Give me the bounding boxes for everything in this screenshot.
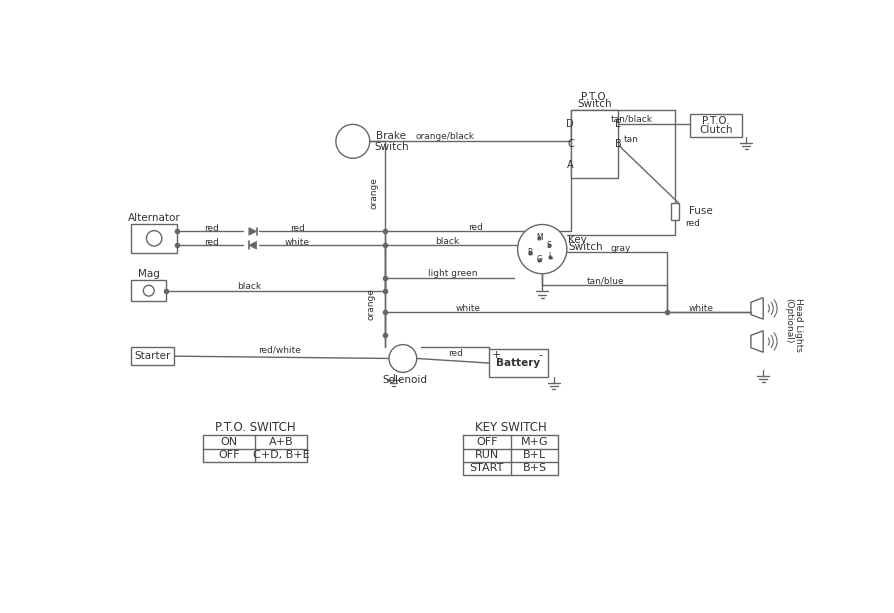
Text: RUN: RUN xyxy=(474,450,498,460)
Text: A+B: A+B xyxy=(268,437,293,447)
Bar xyxy=(131,224,177,253)
Bar xyxy=(689,113,742,137)
Text: Switch: Switch xyxy=(568,242,603,252)
Text: D: D xyxy=(566,118,573,129)
Text: light green: light green xyxy=(427,269,477,278)
Text: Switch: Switch xyxy=(577,99,611,109)
Text: red: red xyxy=(468,223,483,232)
Text: orange/black: orange/black xyxy=(415,132,474,141)
Circle shape xyxy=(143,285,154,296)
Text: tan/black: tan/black xyxy=(610,115,652,123)
Bar xyxy=(670,203,678,220)
Text: Battery: Battery xyxy=(496,358,540,368)
Text: A: A xyxy=(567,160,573,170)
Text: B+L: B+L xyxy=(522,450,545,460)
Text: red: red xyxy=(290,224,305,233)
Text: gray: gray xyxy=(610,244,630,253)
Text: Starter: Starter xyxy=(134,351,171,361)
Text: OFF: OFF xyxy=(218,450,240,460)
Text: orange: orange xyxy=(367,289,375,321)
Text: tan: tan xyxy=(623,135,638,144)
Text: Fuse: Fuse xyxy=(688,207,713,216)
Bar xyxy=(131,280,166,302)
Circle shape xyxy=(517,224,566,274)
Text: P.T.O.: P.T.O. xyxy=(702,116,730,126)
Text: red: red xyxy=(447,349,462,357)
Text: B: B xyxy=(615,139,621,150)
Text: E: E xyxy=(615,118,620,129)
Text: Mag: Mag xyxy=(138,268,159,279)
Text: KEY SWITCH: KEY SWITCH xyxy=(474,421,546,434)
Text: S: S xyxy=(546,241,551,249)
Circle shape xyxy=(335,124,369,158)
Text: M: M xyxy=(536,233,542,242)
Text: black: black xyxy=(237,281,261,291)
Text: white: white xyxy=(687,304,713,313)
Text: orange: orange xyxy=(368,177,377,209)
Bar xyxy=(131,347,174,365)
Text: Key: Key xyxy=(568,235,586,245)
Text: tan/blue: tan/blue xyxy=(586,277,623,286)
Text: START: START xyxy=(469,463,503,473)
Text: white: white xyxy=(455,304,480,313)
Text: C: C xyxy=(567,139,573,150)
Text: red: red xyxy=(204,224,219,233)
Text: red: red xyxy=(204,238,219,246)
Text: L: L xyxy=(547,253,552,261)
Text: -: - xyxy=(538,349,542,360)
Circle shape xyxy=(147,230,162,246)
Text: C+D, B+E: C+D, B+E xyxy=(253,450,309,460)
Text: OFF: OFF xyxy=(476,437,497,447)
Text: Clutch: Clutch xyxy=(699,125,732,135)
Text: P.T.O.: P.T.O. xyxy=(580,92,608,102)
Text: B: B xyxy=(527,248,532,257)
Text: Alternator: Alternator xyxy=(128,213,181,223)
Text: red: red xyxy=(684,219,699,228)
Text: ON: ON xyxy=(220,437,237,447)
Text: Head Lights
(Optional): Head Lights (Optional) xyxy=(783,298,803,351)
Text: +: + xyxy=(491,349,500,360)
Bar xyxy=(488,349,547,377)
Text: white: white xyxy=(284,238,309,246)
Text: red/white: red/white xyxy=(258,346,300,354)
Text: M+G: M+G xyxy=(520,437,548,447)
Text: P.T.O. SWITCH: P.T.O. SWITCH xyxy=(215,421,295,434)
Text: G: G xyxy=(536,256,542,264)
Text: B+S: B+S xyxy=(522,463,546,473)
Polygon shape xyxy=(249,227,257,235)
Circle shape xyxy=(389,345,417,372)
Text: Solenoid: Solenoid xyxy=(382,375,426,385)
Text: Brake
Switch: Brake Switch xyxy=(374,131,409,152)
Polygon shape xyxy=(249,242,257,249)
Text: black: black xyxy=(434,237,459,246)
Bar xyxy=(571,110,617,178)
